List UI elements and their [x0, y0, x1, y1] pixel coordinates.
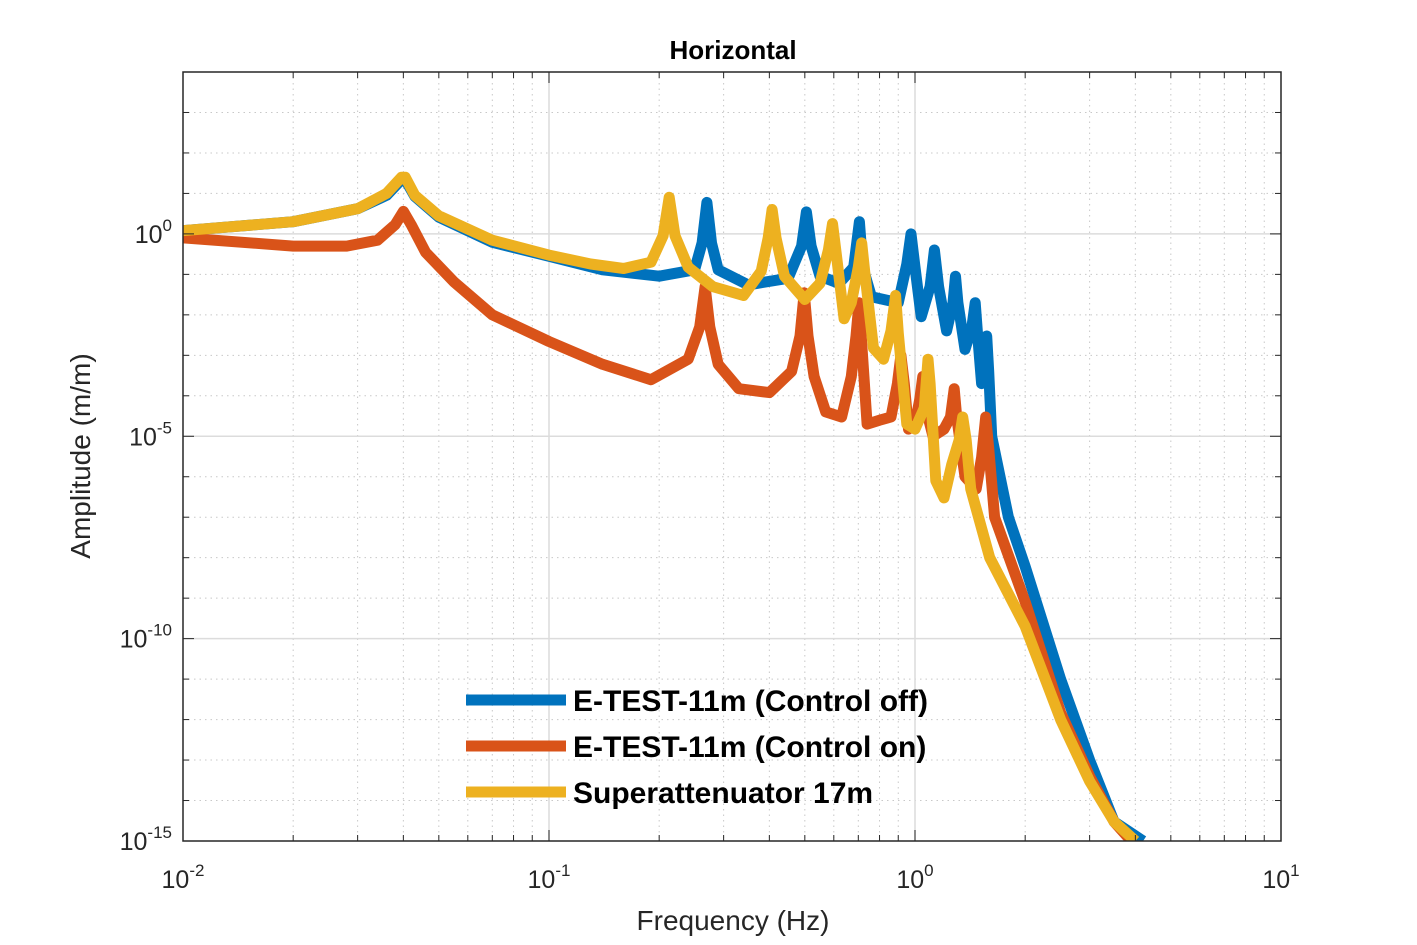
chart-title: Horizontal [669, 35, 796, 65]
plot-area [182, 71, 1282, 842]
y-tick-label: 10-5 [129, 418, 172, 451]
tick-marks [182, 71, 1282, 842]
plot-frame [182, 71, 1282, 842]
legend-label-control-off: E-TEST-11m (Control off) [573, 685, 928, 718]
y-tick-label: 10-10 [120, 621, 172, 654]
y-tick-label: 10-15 [120, 823, 172, 856]
x-axis-label: Frequency (Hz) [637, 905, 830, 936]
series-group [183, 171, 1147, 841]
legend: E-TEST-11m (Control off) E-TEST-11m (Con… [466, 685, 928, 810]
major-grid [183, 72, 1281, 841]
y-axis-label: Amplitude (m/m) [65, 353, 96, 558]
y-tick-label: 100 [135, 216, 172, 249]
plot-background [183, 72, 1281, 841]
legend-label-superattenuator: Superattenuator 17m [573, 777, 873, 810]
x-tick-labels: 10-2 10-1 100 101 [162, 861, 1300, 894]
x-tick-label: 101 [1262, 861, 1299, 894]
legend-label-control-on: E-TEST-11m (Control on) [573, 731, 926, 764]
minor-grid [183, 72, 1281, 841]
series-superattenuator-line [183, 171, 1140, 841]
x-tick-label: 10-2 [162, 861, 205, 894]
y-tick-labels: 10-15 10-10 10-5 100 [120, 216, 172, 856]
x-tick-label: 100 [896, 861, 933, 894]
x-tick-label: 10-1 [528, 861, 571, 894]
